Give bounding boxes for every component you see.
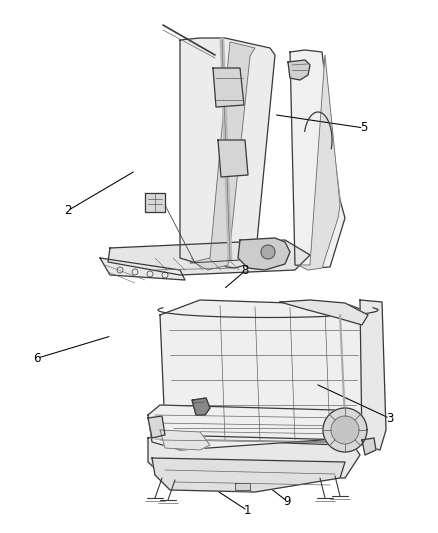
Polygon shape [148,435,360,478]
Polygon shape [148,405,355,450]
Text: 6: 6 [33,352,41,365]
Polygon shape [108,240,310,275]
Text: 5: 5 [360,122,367,134]
Text: 9: 9 [283,495,291,507]
Polygon shape [160,430,210,450]
Polygon shape [323,408,367,452]
Polygon shape [193,42,255,270]
Polygon shape [100,258,185,280]
Polygon shape [362,438,376,455]
Polygon shape [280,300,368,325]
Polygon shape [360,300,386,450]
Polygon shape [148,416,165,438]
Circle shape [261,245,275,259]
Polygon shape [213,68,244,107]
Text: 8: 8 [242,264,249,277]
Polygon shape [298,55,340,270]
Polygon shape [288,60,310,80]
Text: 3: 3 [386,412,393,425]
Polygon shape [290,50,345,268]
Polygon shape [238,238,290,270]
Polygon shape [152,458,345,492]
Polygon shape [180,38,275,268]
Polygon shape [235,483,250,490]
Polygon shape [331,416,359,444]
Text: 1: 1 [244,504,251,517]
Polygon shape [160,300,375,445]
Polygon shape [145,193,165,212]
Polygon shape [218,140,248,177]
Text: 2: 2 [64,204,72,217]
Polygon shape [192,398,210,415]
